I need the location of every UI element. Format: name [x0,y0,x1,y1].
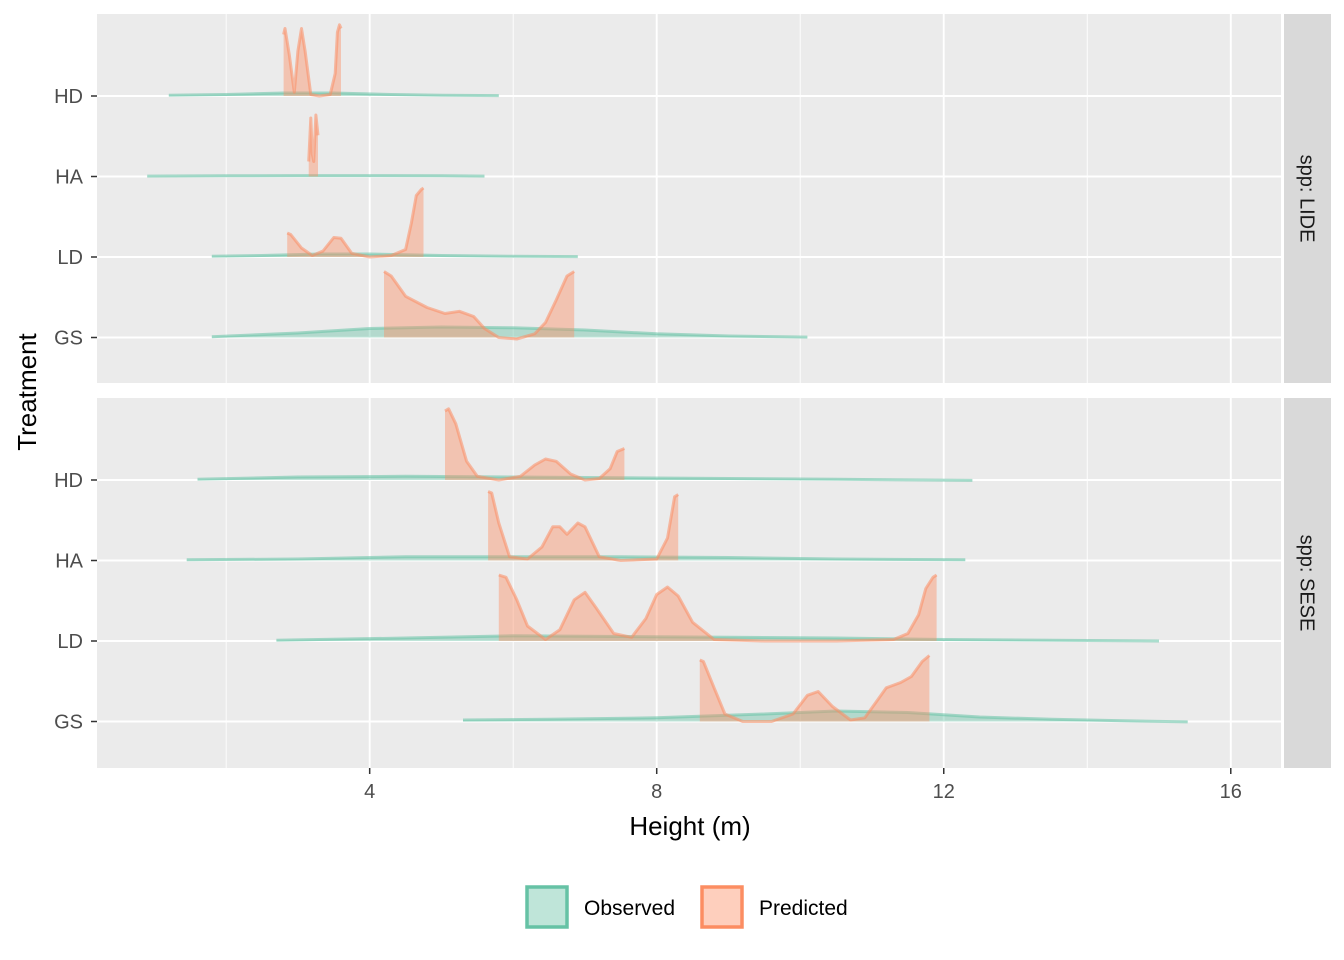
predicted-density-GS [699,655,930,722]
y-tick-label: HA [55,167,83,189]
predicted-density-line-GS [383,270,575,341]
predicted-density-LD [287,188,424,257]
predicted-density-line-HA [487,490,680,562]
predicted-density-line-LD [286,186,425,259]
observed-density-line-HA [186,555,966,562]
x-tick-label: 12 [933,781,955,803]
legend-key [525,885,569,929]
panel-background [97,14,1281,383]
x-tick-label: 4 [364,781,375,803]
strip-background [1284,398,1331,768]
predicted-density-line-LD [498,573,938,643]
y-tick-label: HA [55,551,83,573]
facet-panel: GS LD HA HD spp: LIDE [54,14,1331,383]
x-tick-label: 16 [1220,781,1242,803]
legend-item: Observed [525,885,675,929]
panel-background [97,398,1281,768]
y-tick-label: HD [54,470,83,492]
predicted-density-HD [283,24,341,96]
predicted-density-line-HD [282,23,343,98]
strip-label: spp: SESE [1296,535,1318,632]
y-tick-label: LD [57,631,83,653]
observed-density-line-HD [197,474,973,482]
facet-panel: GS LD HA HD spp: SESE [54,398,1331,768]
x-axis-title: Height (m) [629,811,750,841]
observed-density-line-GS [211,325,808,339]
facet-strip: spp: SESE [1284,398,1331,768]
predicted-density-line-GS [699,654,931,723]
legend-label: Observed [584,897,675,920]
observed-density-line-HA [147,174,485,178]
y-tick-label: GS [54,712,83,734]
facet-strip: spp: LIDE [1284,14,1331,383]
y-axis-title: Treatment [12,332,42,450]
predicted-density-line-HD [444,407,625,482]
y-tick-label: LD [57,247,83,269]
x-axis: 4 8 12 16 [364,768,1242,803]
legend-key [700,885,744,929]
y-tick-label: HD [54,86,83,108]
legend: Observed Predicted [525,885,848,929]
observed-density-line-LD [276,634,1160,643]
strip-label: spp: LIDE [1296,155,1318,243]
predicted-density-LD [498,575,937,641]
legend-label: Predicted [759,897,848,920]
predicted-density-GS [384,271,575,339]
legend-item: Predicted [700,885,848,929]
predicted-density-line-HA [307,113,320,163]
observed-density-line-HD [168,91,499,98]
observed-density-line-LD [211,252,578,259]
facet-panels: GS LD HA HD spp: LIDE GS LD HA HD spp: SESE [54,14,1331,768]
observed-density-line-GS [462,709,1188,724]
x-tick-label: 8 [651,781,662,803]
strip-background [1284,14,1331,383]
y-tick-label: GS [54,328,83,350]
